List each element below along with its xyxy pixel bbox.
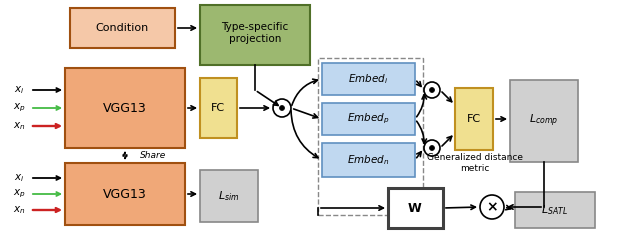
Bar bbox=[65, 163, 185, 225]
Text: ×: × bbox=[486, 200, 498, 214]
Bar bbox=[322, 63, 415, 95]
Bar bbox=[455, 88, 493, 150]
Text: $L_{comp}$: $L_{comp}$ bbox=[529, 113, 559, 129]
Text: Condition: Condition bbox=[95, 23, 148, 33]
Circle shape bbox=[280, 105, 285, 110]
Text: $x_p$: $x_p$ bbox=[13, 102, 26, 114]
Bar bbox=[318, 58, 423, 215]
Text: $Embed_n$: $Embed_n$ bbox=[347, 153, 389, 167]
Bar bbox=[200, 170, 258, 222]
Text: FC: FC bbox=[211, 103, 225, 113]
Text: VGG13: VGG13 bbox=[103, 188, 147, 201]
Text: $x_n$: $x_n$ bbox=[13, 204, 25, 216]
Text: $L_{sim}$: $L_{sim}$ bbox=[218, 189, 240, 203]
Circle shape bbox=[273, 99, 291, 117]
Bar bbox=[322, 103, 415, 135]
Text: $L_{SATL}$: $L_{SATL}$ bbox=[541, 203, 568, 217]
Circle shape bbox=[480, 195, 504, 219]
Text: VGG13: VGG13 bbox=[103, 102, 147, 114]
Circle shape bbox=[424, 140, 440, 156]
Bar bbox=[322, 143, 415, 177]
Circle shape bbox=[429, 87, 435, 92]
Bar bbox=[65, 68, 185, 148]
Bar bbox=[515, 192, 595, 228]
Text: $Embed_p$: $Embed_p$ bbox=[347, 112, 389, 126]
Text: Share: Share bbox=[140, 152, 166, 161]
Bar bbox=[510, 80, 578, 162]
Text: $x_p$: $x_p$ bbox=[13, 188, 26, 200]
Text: FC: FC bbox=[467, 114, 481, 124]
Text: $x_i$: $x_i$ bbox=[14, 172, 24, 184]
Circle shape bbox=[429, 146, 435, 151]
Text: Type-specific
projection: Type-specific projection bbox=[221, 22, 289, 44]
Bar bbox=[200, 78, 237, 138]
Bar bbox=[70, 8, 175, 48]
Text: $Embed_i$: $Embed_i$ bbox=[348, 72, 388, 86]
Text: Generalized distance
metric: Generalized distance metric bbox=[427, 153, 523, 173]
Bar bbox=[388, 188, 443, 228]
Circle shape bbox=[424, 82, 440, 98]
Text: $x_i$: $x_i$ bbox=[14, 84, 24, 96]
Text: $x_n$: $x_n$ bbox=[13, 120, 25, 132]
Bar bbox=[200, 5, 310, 65]
Text: W: W bbox=[408, 201, 422, 214]
